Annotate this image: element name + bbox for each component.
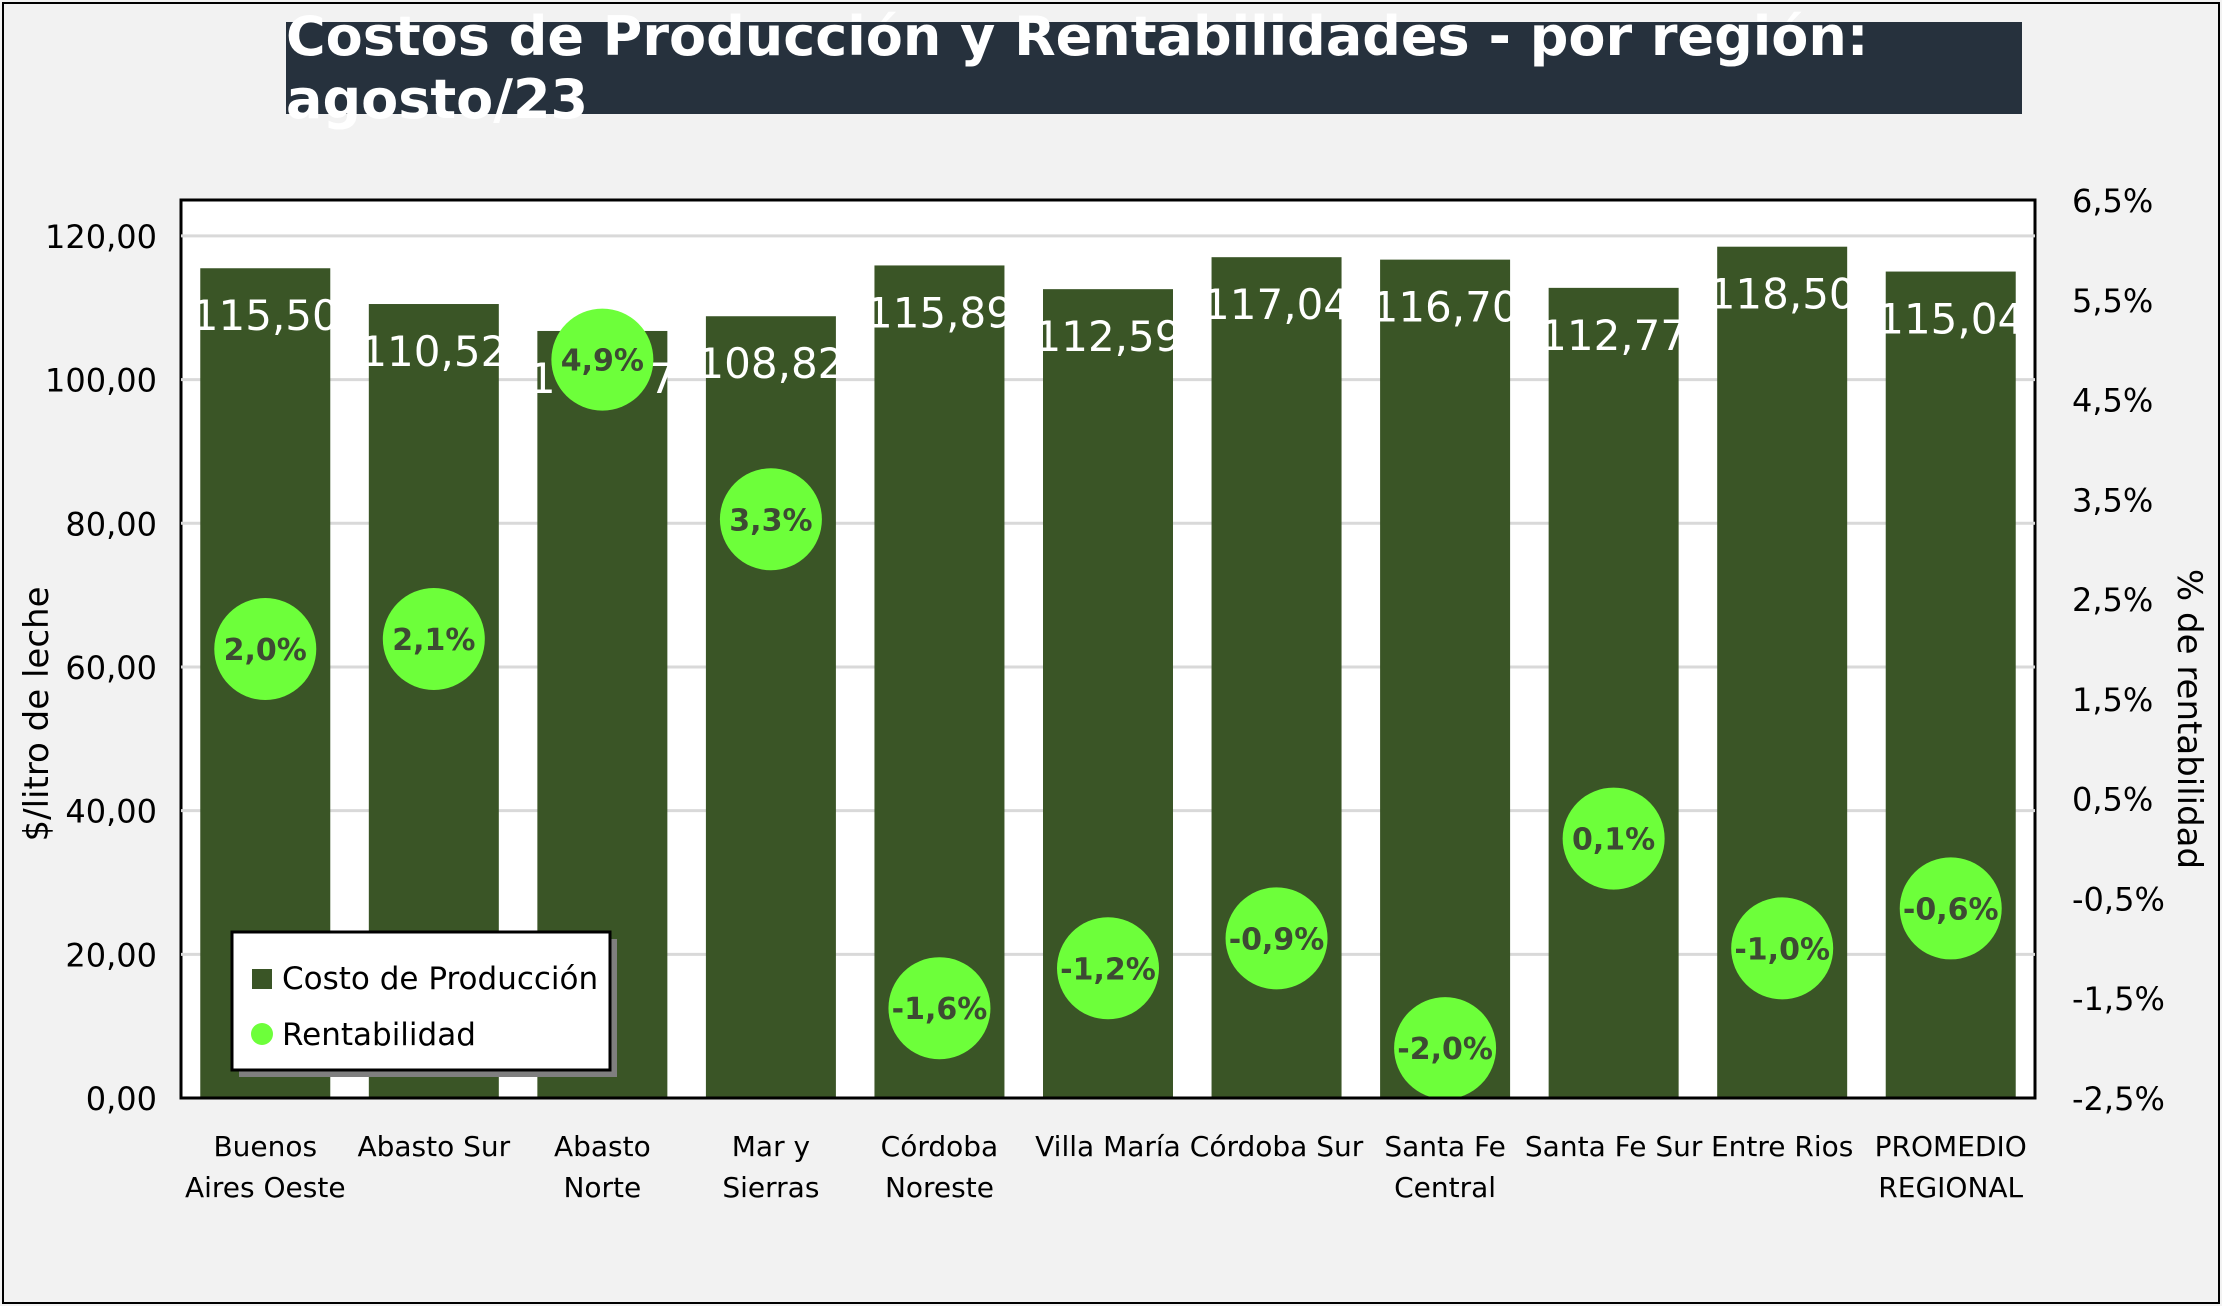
x-tick-label: Aires Oeste bbox=[185, 1171, 346, 1204]
rentabilidad-point bbox=[551, 308, 654, 411]
bar-value-label: 115,89 bbox=[866, 288, 1013, 337]
x-tick-label: Villa María bbox=[1035, 1130, 1181, 1163]
y2-axis-title: % de rentabilidad bbox=[2169, 569, 2209, 869]
legend-swatch-point bbox=[251, 1023, 273, 1045]
x-tick-label: Entre Rios bbox=[1711, 1130, 1853, 1163]
rentabilidad-label: 2,0% bbox=[224, 633, 307, 668]
x-tick-label: Buenos bbox=[213, 1130, 317, 1163]
rentabilidad-point bbox=[1057, 917, 1159, 1020]
x-tick-label: Noreste bbox=[885, 1171, 994, 1204]
bar-value-label: 112,77 bbox=[1540, 311, 1687, 360]
bar-value-label: 118,50 bbox=[1709, 270, 1856, 319]
x-tick-label: REGIONAL bbox=[1878, 1171, 2023, 1204]
x-tick-label: Santa Fe bbox=[1384, 1130, 1506, 1163]
x-tick-label: Mar y bbox=[732, 1130, 810, 1163]
rentabilidad-label: 4,9% bbox=[561, 344, 644, 379]
y-tick-label: 100,00 bbox=[45, 362, 157, 400]
rentabilidad-label: 0,1% bbox=[1572, 823, 1655, 858]
rentabilidad-point bbox=[1562, 787, 1665, 890]
rentabilidad-label: -2,0% bbox=[1397, 1032, 1493, 1067]
bar-value-label: 117,04 bbox=[1203, 280, 1350, 329]
rentabilidad-label: -1,6% bbox=[892, 992, 988, 1027]
bar-value-label: 110,52 bbox=[360, 327, 507, 376]
rentabilidad-label: 2,1% bbox=[392, 623, 475, 658]
y2-tick-label: -0,5% bbox=[2072, 880, 2165, 918]
bar bbox=[1548, 287, 1679, 1098]
rentabilidad-point bbox=[719, 468, 822, 571]
rentabilidad-label: -1,0% bbox=[1734, 932, 1830, 967]
rentabilidad-point bbox=[1394, 997, 1497, 1100]
y-tick-label: 60,00 bbox=[65, 649, 157, 687]
bar-value-label: 115,04 bbox=[1877, 295, 2024, 344]
y2-tick-label: 4,5% bbox=[2072, 382, 2153, 420]
bar bbox=[1380, 259, 1511, 1098]
y2-tick-label: 5,5% bbox=[2072, 282, 2153, 320]
y-tick-label: 20,00 bbox=[65, 936, 157, 974]
y2-tick-label: 3,5% bbox=[2072, 481, 2153, 519]
chart-canvas: 0,00 20,00 40,00 60,00 80,00 100,00 120,00 -2,5… bbox=[17, 182, 2209, 1204]
rentabilidad-label: 3,3% bbox=[729, 503, 812, 538]
y-tick-label: 120,00 bbox=[45, 218, 157, 256]
y-axis-title: $/litro de leche bbox=[17, 587, 57, 842]
bar-value-label: 112,59 bbox=[1035, 312, 1182, 361]
rentabilidad-point bbox=[1731, 897, 1834, 1000]
bar-value-label: 115,50 bbox=[192, 291, 339, 340]
x-tick-label: Córdoba bbox=[881, 1130, 999, 1163]
x-tick-label: Central bbox=[1394, 1171, 1496, 1204]
rentabilidad-label: -1,2% bbox=[1060, 952, 1156, 987]
x-tick-label: Norte bbox=[563, 1171, 641, 1204]
y2-tick-label: 6,5% bbox=[2072, 182, 2153, 220]
bar-value-label: 108,82 bbox=[697, 339, 844, 388]
y2-tick-label: -1,5% bbox=[2072, 980, 2165, 1018]
bar-value-label: 116,70 bbox=[1372, 283, 1519, 332]
rentabilidad-label: -0,9% bbox=[1229, 922, 1325, 957]
y2-tick-label: 1,5% bbox=[2072, 681, 2153, 719]
x-tick-label: Abasto Sur bbox=[357, 1130, 510, 1163]
y-tick-label: 80,00 bbox=[65, 505, 157, 543]
x-tick-label: Sierras bbox=[722, 1171, 819, 1204]
rentabilidad-point bbox=[214, 598, 317, 700]
legend-label-costo: Costo de Producción bbox=[282, 961, 598, 997]
bar bbox=[1885, 271, 2016, 1099]
legend-label-rentabilidad: Rentabilidad bbox=[282, 1017, 476, 1053]
y-tick-label: 40,00 bbox=[65, 793, 157, 831]
rentabilidad-label: -0,6% bbox=[1903, 892, 1999, 927]
x-tick-label: Santa Fe Sur bbox=[1525, 1130, 1703, 1163]
rentabilidad-point bbox=[1225, 887, 1328, 990]
x-tick-label: PROMEDIO bbox=[1875, 1130, 2027, 1163]
rentabilidad-point bbox=[382, 588, 485, 691]
x-tick-label: Córdoba Sur bbox=[1190, 1130, 1364, 1163]
y-tick-label: 0,00 bbox=[86, 1080, 157, 1118]
y2-tick-label: -2,5% bbox=[2072, 1080, 2165, 1118]
legend-swatch-bar bbox=[252, 969, 272, 989]
rentabilidad-point bbox=[888, 957, 991, 1060]
legend bbox=[230, 930, 612, 1072]
y2-tick-label: 2,5% bbox=[2072, 581, 2153, 619]
bar bbox=[705, 316, 836, 1098]
x-tick-label: Abasto bbox=[554, 1130, 651, 1163]
y2-tick-label: 0,5% bbox=[2072, 781, 2153, 819]
rentabilidad-point bbox=[1899, 857, 2002, 960]
